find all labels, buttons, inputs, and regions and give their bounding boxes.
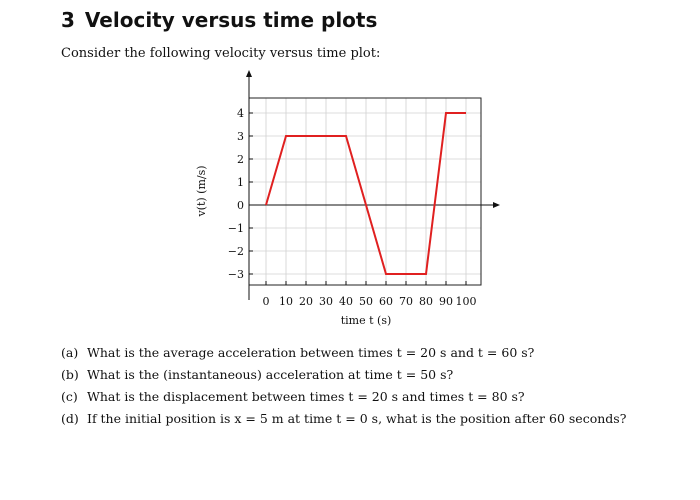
x-tick-label: 100 <box>456 295 477 308</box>
y-tick-label: 3 <box>237 130 244 143</box>
question-text: If the initial position is x = 5 m at ti… <box>87 411 627 426</box>
y-tick-label: −1 <box>228 222 244 235</box>
intro-text: Consider the following velocity versus t… <box>61 46 381 61</box>
x-tick-label: 60 <box>379 295 393 308</box>
x-axis-arrow <box>493 202 500 208</box>
y-axis-arrow <box>246 70 252 77</box>
question-label: (a) <box>61 345 79 360</box>
question-list: (a) What is the average acceleration betw… <box>61 342 626 430</box>
data-series <box>265 112 466 275</box>
x-tick-label: 0 <box>263 295 270 308</box>
x-tick-label: 30 <box>319 295 333 308</box>
section-number: 3 <box>61 8 75 32</box>
x-tick-label: 40 <box>339 295 353 308</box>
y-tick-label: 4 <box>237 107 244 120</box>
x-tick-label: 80 <box>419 295 433 308</box>
question-item: (d) If the initial position is x = 5 m at… <box>61 408 626 430</box>
x-tick-label: 70 <box>399 295 413 308</box>
x-axis-label: time t (s) <box>341 314 392 327</box>
question-label: (b) <box>61 367 79 382</box>
question-label: (d) <box>61 411 79 426</box>
x-tick-label: 10 <box>279 295 293 308</box>
grid-lines <box>249 98 481 285</box>
y-tick-label: 2 <box>237 153 244 166</box>
question-item: (c) What is the displacement between time… <box>61 386 626 408</box>
question-item: (a) What is the average acceleration betw… <box>61 342 626 364</box>
y-tick-label: −3 <box>228 268 244 281</box>
y-axis-label: v(t) (m/s) <box>195 165 208 217</box>
x-tick-label: 90 <box>439 295 453 308</box>
question-text: What is the average acceleration between… <box>87 345 535 360</box>
question-item: (b) What is the (instantaneous) accelerat… <box>61 364 626 386</box>
velocity-series-line <box>265 112 466 275</box>
x-tick-label: 50 <box>359 295 373 308</box>
question-text: What is the (instantaneous) acceleration… <box>87 367 454 382</box>
y-tick-label: −2 <box>228 245 244 258</box>
section-title: Velocity versus time plots <box>84 8 378 32</box>
section-heading: 3 Velocity versus time plots <box>61 8 377 32</box>
question-label: (c) <box>61 389 78 404</box>
y-tick-label: 1 <box>237 176 244 189</box>
question-text: What is the displacement between times t… <box>87 389 525 404</box>
axes <box>246 70 500 300</box>
x-tick-label: 20 <box>299 295 313 308</box>
y-tick-label: 0 <box>237 199 244 212</box>
